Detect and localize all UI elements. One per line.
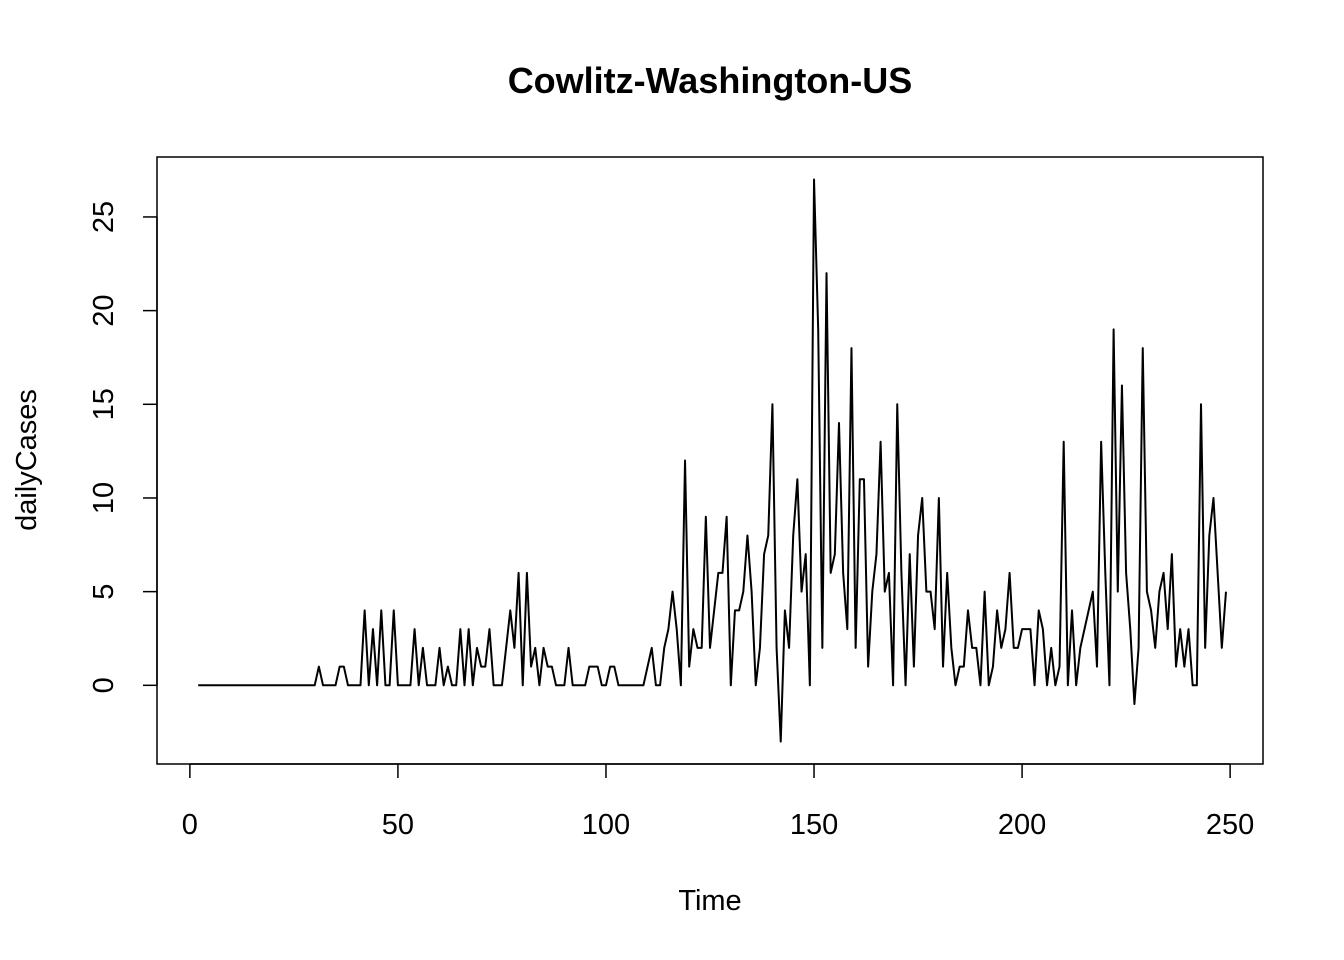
y-tick-label: 25 [88,201,120,233]
y-tick-label: 0 [88,677,120,693]
y-tick-label: 5 [88,584,120,600]
x-tick-label: 50 [382,809,414,841]
y-tick-label: 15 [88,388,120,420]
x-axis: 0 50 100 150 200 250 [182,763,1254,841]
x-tick-label: 200 [998,809,1046,841]
chart-title: Cowlitz-Washington-US [508,60,913,101]
y-axis: 0 5 10 15 20 25 [88,201,158,693]
series-line-daily-cases [198,178,1227,743]
x-tick-label: 250 [1206,809,1254,841]
x-tick-label: 100 [582,809,630,841]
x-tick-label: 0 [182,809,198,841]
y-axis-label: dailyCases [11,389,43,531]
x-tick-label: 150 [790,809,838,841]
y-tick-label: 20 [88,294,120,326]
y-tick-label: 10 [88,482,120,514]
x-axis-label: Time [678,885,741,917]
